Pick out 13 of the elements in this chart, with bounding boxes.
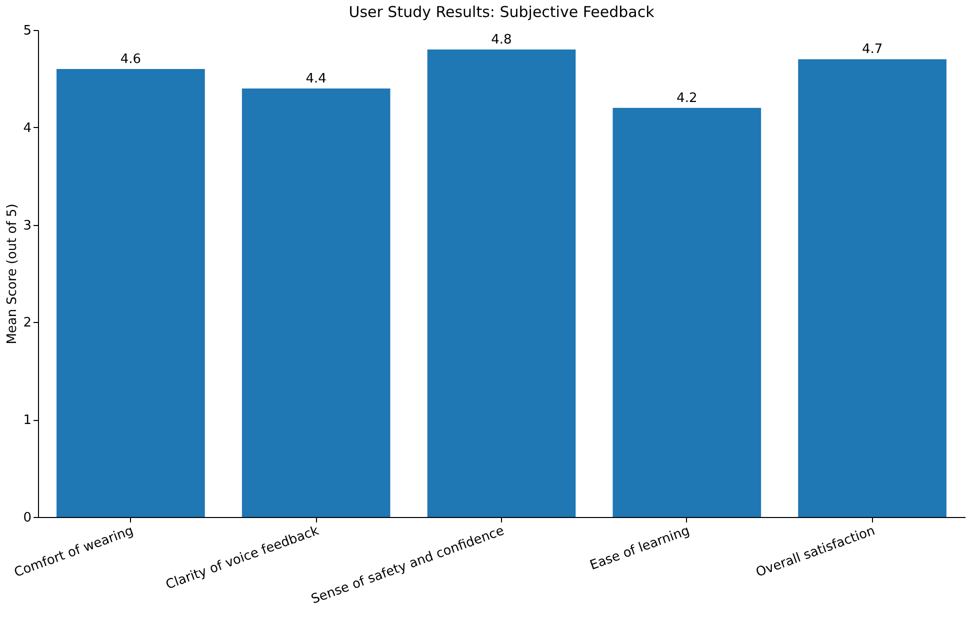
y-tick-label: 5: [23, 24, 32, 38]
data-label: 4.6: [120, 52, 142, 67]
data-label: 4.7: [862, 42, 883, 58]
data-label: 4.4: [306, 71, 326, 86]
y-tick-label: 4: [23, 120, 32, 136]
data-label: 4.2: [676, 90, 698, 106]
chart-title: User Study Results: Subjective Feedback: [348, 3, 655, 21]
y-tick-label: 3: [23, 218, 32, 234]
y-tick-label: 1: [23, 413, 32, 428]
y-axis-title: Mean Score (out of 5): [5, 204, 20, 344]
data-label: 4.8: [491, 32, 512, 48]
y-tick-label: 0: [23, 510, 32, 526]
y-tick-label: 2: [23, 316, 32, 331]
